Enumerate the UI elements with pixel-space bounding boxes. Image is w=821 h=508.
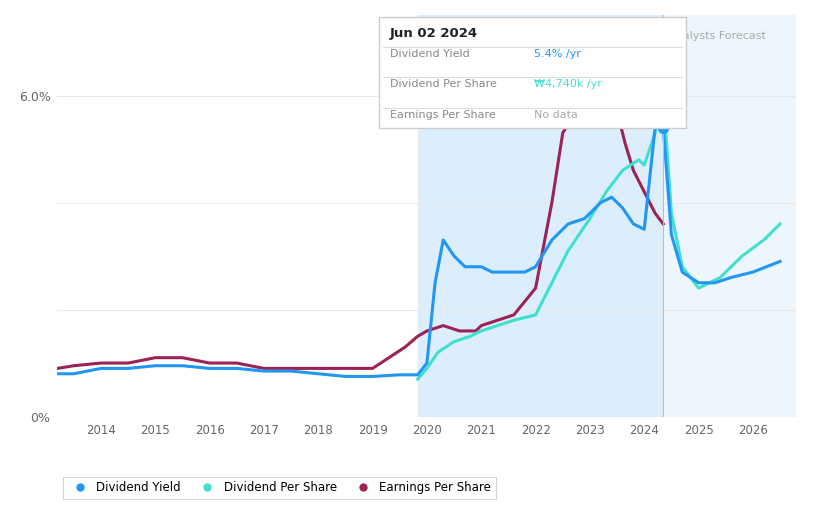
Legend: Dividend Yield, Dividend Per Share, Earnings Per Share: Dividend Yield, Dividend Per Share, Earn… (63, 477, 496, 499)
Bar (418, 15, 663, 417)
Bar (663, 15, 796, 417)
Text: Jun 02 2024: Jun 02 2024 (390, 27, 478, 40)
FancyBboxPatch shape (379, 17, 686, 128)
Text: Dividend Yield: Dividend Yield (390, 49, 470, 59)
Text: No data: No data (534, 110, 578, 119)
Text: 5.4% /yr: 5.4% /yr (534, 49, 581, 59)
Text: Past: Past (635, 31, 659, 41)
Text: ₩4,740k /yr: ₩4,740k /yr (534, 79, 602, 89)
Text: Analysts Forecast: Analysts Forecast (667, 31, 765, 41)
Text: Dividend Per Share: Dividend Per Share (390, 79, 497, 89)
Text: Earnings Per Share: Earnings Per Share (390, 110, 496, 119)
